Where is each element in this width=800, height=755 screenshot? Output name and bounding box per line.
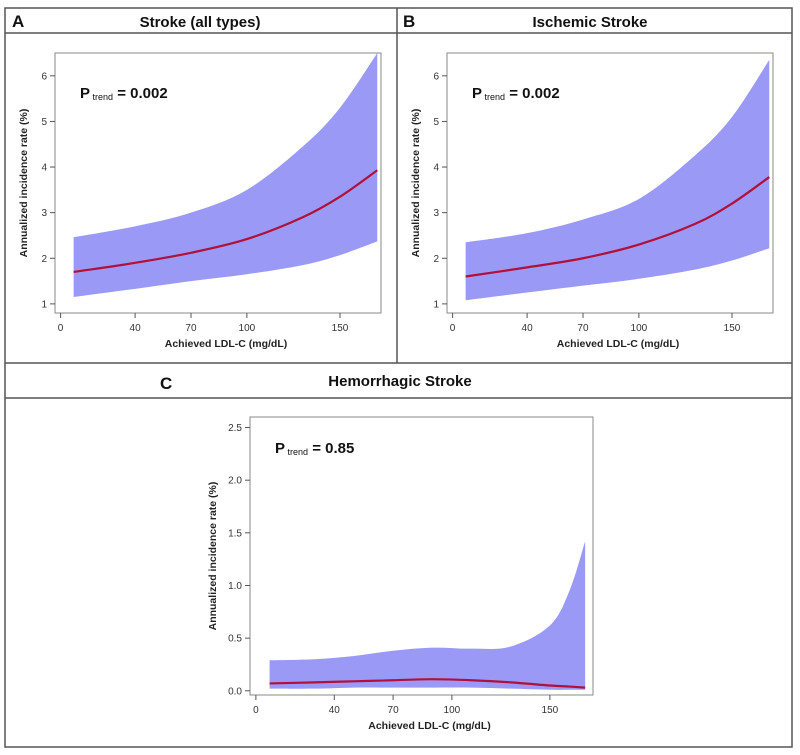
x-tick-label: 150 [542, 705, 559, 716]
x-axis-title: Achieved LDL-C (mg/dL) [557, 338, 680, 350]
y-tick-label: 6 [433, 71, 439, 82]
panel-b-letter: B [403, 12, 415, 31]
y-tick-label: 0.5 [228, 634, 242, 645]
panel-b-plot: 1 2 3 4 5 6 0 40 70 100 150 Achieved LDL-C (mg/dL) A… [410, 52, 774, 350]
y-tick-label: 4 [433, 163, 439, 174]
p-trend-symbol: P [80, 85, 90, 102]
confidence-band [73, 53, 378, 298]
y-tick-label: 5 [433, 117, 439, 128]
y-tick-label: 2.5 [228, 423, 242, 434]
panel-a-title: Stroke (all types) [140, 14, 261, 31]
p-trend-annotation: P trend = 0.002 [80, 85, 168, 102]
y-tick-label: 1 [41, 299, 47, 310]
x-tick-label: 70 [577, 323, 589, 334]
y-axis-title: Annualized incidence rate (%) [207, 482, 219, 631]
panel-b-title: Ischemic Stroke [532, 14, 647, 31]
p-trend-value: = 0.002 [113, 85, 168, 102]
estimate-curve [73, 169, 378, 274]
p-trend-subscript: trend [285, 447, 308, 457]
x-tick-label: 150 [724, 323, 741, 334]
y-tick-label: 3 [41, 208, 47, 219]
panel-c-title: Hemorrhagic Stroke [328, 373, 471, 390]
y-tick-label: 2 [433, 254, 439, 265]
p-trend-symbol: P [275, 440, 285, 457]
x-tick-label: 70 [388, 705, 400, 716]
y-tick-label: 2 [41, 254, 47, 265]
p-trend-subscript: trend [482, 92, 505, 102]
x-tick-label: 40 [329, 705, 341, 716]
panel-c-plot: 0.0 0.5 1.0 1.5 2.0 2.5 0 40 70 100 150 Achieved LD… [207, 416, 594, 732]
y-tick-label: 1.5 [228, 528, 242, 539]
x-tick-label: 100 [631, 323, 648, 334]
estimate-curve [269, 678, 586, 689]
x-tick-label: 100 [239, 323, 256, 334]
x-tick-label: 0 [253, 705, 259, 716]
y-tick-label: 0.0 [228, 686, 242, 697]
p-trend-annotation: P trend = 0.85 [275, 440, 354, 457]
y-tick-label: 4 [41, 163, 47, 174]
y-tick-label: 2.0 [228, 476, 242, 487]
x-tick-label: 0 [450, 323, 456, 334]
x-tick-label: 100 [444, 705, 461, 716]
confidence-band [465, 59, 770, 301]
p-trend-subscript: trend [90, 92, 113, 102]
p-trend-annotation: P trend = 0.002 [472, 85, 560, 102]
panel-a-plot: 1 2 3 4 5 6 0 40 70 100 150 Achieved LDL-C (mg/dL) A… [18, 52, 382, 350]
p-trend-value: = 0.002 [505, 85, 560, 102]
panel-c-letter: C [160, 374, 172, 393]
confidence-band [269, 541, 586, 690]
x-tick-label: 40 [522, 323, 534, 334]
x-tick-label: 150 [332, 323, 349, 334]
y-tick-label: 1 [433, 299, 439, 310]
figure-border [4, 7, 793, 748]
panel-a-letter: A [12, 12, 24, 31]
y-tick-label: 6 [41, 71, 47, 82]
x-tick-label: 0 [58, 323, 64, 334]
p-trend-symbol: P [472, 85, 482, 102]
estimate-curve [465, 176, 770, 278]
y-axis-title: Annualized incidence rate (%) [18, 109, 30, 258]
x-tick-label: 40 [130, 323, 142, 334]
y-axis-title: Annualized incidence rate (%) [410, 109, 422, 258]
y-tick-label: 5 [41, 117, 47, 128]
x-tick-label: 70 [185, 323, 197, 334]
x-axis-title: Achieved LDL-C (mg/dL) [368, 720, 491, 732]
p-trend-value: = 0.85 [308, 440, 354, 457]
x-axis-title: Achieved LDL-C (mg/dL) [165, 338, 288, 350]
y-tick-label: 1.0 [228, 581, 242, 592]
y-tick-label: 3 [433, 208, 439, 219]
